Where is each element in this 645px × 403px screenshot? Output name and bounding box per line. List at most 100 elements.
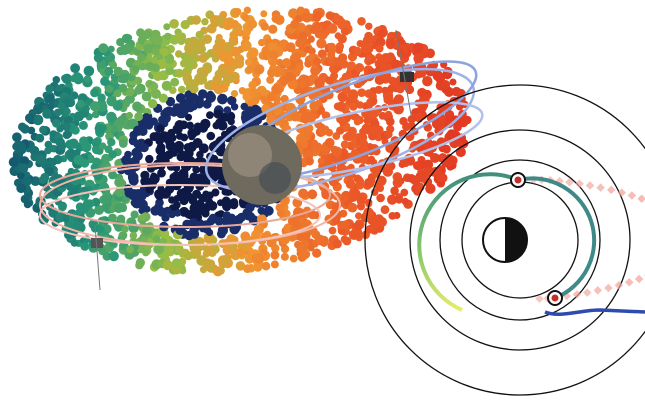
particle [22, 171, 31, 179]
trail-point [593, 286, 603, 295]
particle [436, 173, 446, 183]
particle [356, 202, 366, 211]
trajectory-arc [417, 172, 519, 312]
particle [325, 11, 335, 20]
particle [136, 190, 147, 201]
particle [365, 22, 373, 30]
particle [39, 125, 48, 134]
particle [175, 50, 183, 58]
particle [54, 108, 62, 117]
trajectory-line [544, 308, 645, 316]
trail-point [535, 294, 544, 304]
particle [152, 205, 162, 215]
particle [162, 260, 173, 271]
particle [104, 66, 114, 76]
particle [191, 15, 201, 25]
particle [196, 150, 204, 159]
particle [236, 248, 245, 257]
particle [151, 63, 160, 72]
particle [268, 24, 278, 34]
particle [396, 85, 405, 94]
particle [204, 82, 213, 90]
particle [135, 258, 145, 268]
particle [73, 154, 84, 166]
particle [336, 126, 345, 135]
particle [164, 134, 172, 142]
particle [127, 118, 138, 129]
particle [105, 84, 114, 93]
particle [133, 140, 142, 149]
particle [70, 63, 80, 74]
particle [269, 50, 279, 60]
particle [184, 113, 193, 121]
particle [237, 212, 246, 222]
particle [188, 132, 196, 141]
particle [212, 75, 222, 85]
particle [298, 250, 309, 260]
particle [171, 258, 182, 268]
particle [127, 172, 139, 183]
particle [242, 93, 250, 101]
particle [377, 29, 387, 39]
particle [345, 179, 356, 189]
particle [172, 103, 183, 114]
particle [180, 20, 190, 30]
particle [147, 99, 158, 109]
particle [283, 209, 291, 218]
particle [384, 110, 393, 118]
particle [141, 91, 152, 102]
particle [387, 76, 396, 85]
particle [108, 150, 117, 159]
particle [189, 93, 199, 103]
particle [328, 226, 337, 235]
particle [58, 202, 67, 212]
particle [121, 225, 129, 233]
trail-point [575, 179, 584, 188]
particle [422, 159, 434, 170]
particle [213, 109, 223, 119]
particle [150, 56, 159, 65]
particle [171, 171, 182, 182]
particle [132, 65, 140, 73]
particle [202, 190, 210, 198]
particle [266, 75, 275, 84]
particle [337, 34, 347, 44]
particle [217, 120, 228, 131]
particle [35, 133, 45, 143]
particle [413, 161, 422, 171]
particle [149, 82, 159, 91]
particle [82, 105, 90, 113]
particle [388, 212, 397, 220]
particle [108, 251, 119, 262]
particle [289, 254, 298, 263]
particle [222, 42, 234, 53]
particle [113, 202, 124, 213]
particle [211, 188, 220, 197]
particle [165, 96, 176, 107]
particle [396, 48, 405, 57]
particle [357, 17, 366, 26]
particle [206, 131, 216, 141]
particle [93, 53, 103, 63]
particle [152, 46, 160, 55]
particle [170, 77, 180, 87]
particle [156, 153, 165, 163]
particle [192, 165, 201, 174]
particle [414, 112, 423, 121]
particle [332, 57, 343, 67]
particle [83, 75, 92, 83]
particle [195, 244, 203, 252]
particle [183, 251, 193, 261]
particle [266, 92, 276, 102]
particle [336, 101, 347, 112]
particle [144, 121, 154, 130]
particle [134, 85, 144, 95]
particle [68, 138, 79, 149]
particle [180, 133, 189, 142]
particle [304, 130, 312, 139]
particle [440, 61, 448, 69]
particle [45, 84, 54, 93]
particle [152, 35, 163, 46]
particle [126, 245, 135, 254]
particle [118, 139, 128, 148]
